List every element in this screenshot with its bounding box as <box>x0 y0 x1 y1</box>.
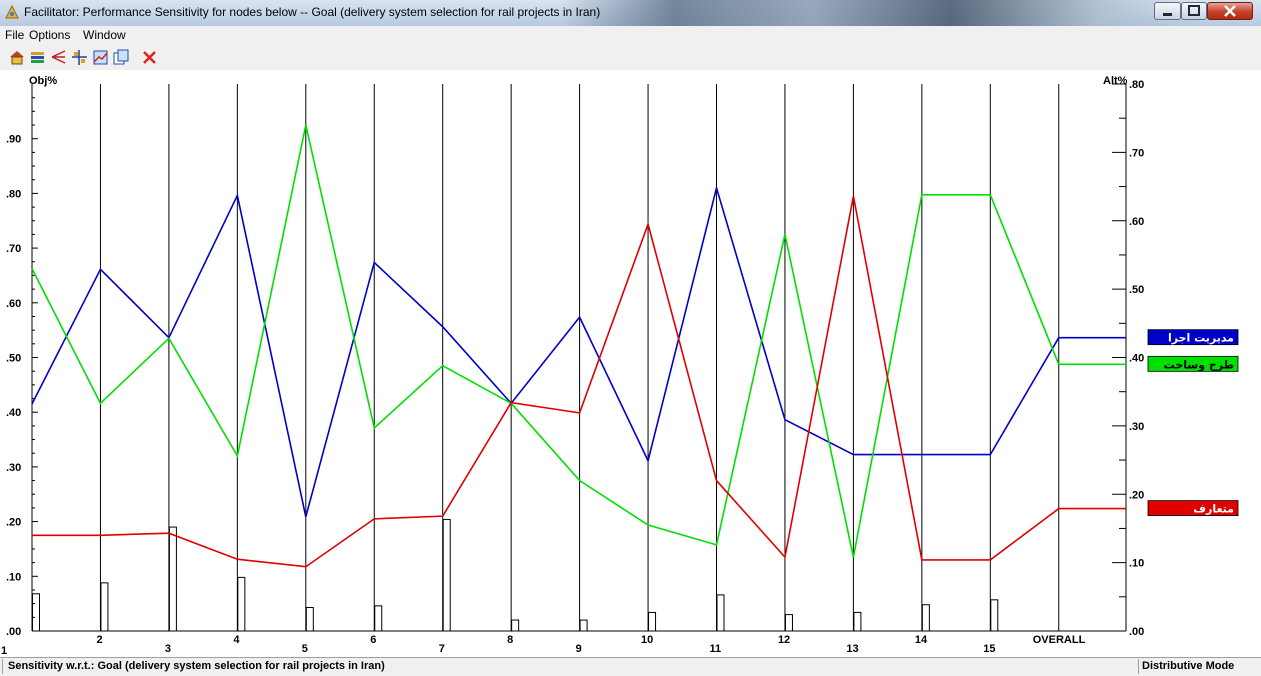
close-icon[interactable] <box>141 49 158 66</box>
right-tick-label: .60 <box>1129 216 1144 228</box>
objective-weight-bar-14 <box>921 604 930 632</box>
series-line-2 <box>31 124 1060 558</box>
x-tick-label-15: 15 <box>983 643 995 655</box>
legend-label-1: مدیریت اجرا <box>1168 332 1234 345</box>
left-tick-label: .50 <box>6 353 21 365</box>
right-tick-label: .30 <box>1129 421 1144 433</box>
perspective-icon[interactable] <box>71 49 88 66</box>
objective-weight-bar-1 <box>32 593 40 632</box>
x-tick-label-5: 5 <box>302 643 308 655</box>
right-tick-label: .40 <box>1129 353 1144 365</box>
left-tick-label: .70 <box>6 243 21 255</box>
x-tick-label-13: 13 <box>846 643 858 655</box>
right-tick-label: .80 <box>1129 79 1144 91</box>
left-tick-label: .00 <box>6 626 21 638</box>
maximize-button[interactable] <box>1181 2 1207 20</box>
x-tick-label-6: 6 <box>370 634 376 646</box>
x-tick-label-3: 3 <box>165 643 171 655</box>
status-separator <box>1138 659 1139 674</box>
copy-icon[interactable] <box>113 49 130 66</box>
right-tick-label: .20 <box>1129 489 1144 501</box>
toolbar <box>0 46 1261 71</box>
app-icon <box>5 5 19 19</box>
close-icon <box>1224 5 1236 17</box>
objective-weight-bar-4 <box>237 576 246 632</box>
series-line-3 <box>32 195 1060 568</box>
gradient-icon[interactable] <box>92 49 109 66</box>
x-tick-label-1: 1 <box>1 645 7 657</box>
menu-options[interactable]: Options <box>29 28 71 42</box>
left-tick-label: .30 <box>6 462 21 474</box>
objective-weight-bar-13 <box>853 611 862 632</box>
x-tick-label-8: 8 <box>507 634 513 646</box>
legend-entry-3[interactable]: متعارف <box>1147 500 1239 517</box>
legend-swatch-1 <box>1147 329 1239 346</box>
legend-swatch-3 <box>1147 500 1239 517</box>
right-tick-label: .00 <box>1129 626 1144 638</box>
x-tick-label-7: 7 <box>439 643 445 655</box>
window-title: Facilitator: Performance Sensitivity for… <box>24 5 601 19</box>
objective-weight-bar-15 <box>990 599 999 632</box>
legend-entry-1[interactable]: مدیریت اجرا <box>1147 329 1239 346</box>
x-tick-label-4: 4 <box>233 634 240 646</box>
objective-weight-bar-8 <box>511 619 520 632</box>
status-mode-text: Distributive Mode <box>1142 660 1235 672</box>
minimize-icon <box>1163 13 1172 16</box>
x-tick-label-2: 2 <box>96 634 102 646</box>
legend-entry-2[interactable]: طرح وساخت <box>1147 355 1239 372</box>
menu-window[interactable]: Window <box>83 28 126 42</box>
objective-weight-bar-5 <box>305 606 314 632</box>
objective-weight-bar-3 <box>168 526 177 632</box>
x-tick-label-OVERALL: OVERALL <box>1033 634 1086 646</box>
left-tick-label: .60 <box>6 298 21 310</box>
x-tick-label-14: 14 <box>915 634 928 646</box>
objective-weight-bar-11 <box>716 594 725 632</box>
left-tick-label: .40 <box>6 407 21 419</box>
objective-weight-bar-7 <box>442 518 451 632</box>
title-bar: Facilitator: Performance Sensitivity for… <box>0 0 1261 27</box>
left-tick-label: .10 <box>6 571 21 583</box>
graph-type-icon[interactable] <box>9 49 26 66</box>
left-axis-label: Obj% <box>29 75 57 87</box>
close-window-button[interactable] <box>1207 2 1253 20</box>
left-tick-label: .80 <box>6 188 21 200</box>
x-tick-label-11: 11 <box>710 643 722 655</box>
menu-file[interactable]: File <box>5 28 25 42</box>
sensitivity-chart: Obj% Alt% .00 .10 .20 .30 .40 .50 .60 .70 .80 .90… <box>0 70 1261 657</box>
legend-swatch-2 <box>1147 355 1239 372</box>
maximize-icon <box>1188 5 1200 16</box>
x-tick-label-9: 9 <box>576 643 582 655</box>
objective-weight-bar-12 <box>784 614 793 632</box>
status-sensitivity-text: Sensitivity w.r.t.: Goal (delivery syste… <box>8 660 385 672</box>
left-tick-label: .90 <box>6 134 21 146</box>
menu-bar: File Options Window <box>0 26 1261 46</box>
sort-icon[interactable] <box>29 49 46 66</box>
series-line-1 <box>31 184 1060 518</box>
x-tick-label-10: 10 <box>641 634 653 646</box>
title-bar-background <box>560 0 1190 26</box>
objective-weight-bar-6 <box>374 605 383 632</box>
right-tick-label: .70 <box>1129 147 1144 159</box>
right-tick-label: .10 <box>1129 558 1144 570</box>
left-tick-label: .20 <box>6 517 21 529</box>
minimize-button[interactable] <box>1154 2 1181 20</box>
legend-label-3: متعارف <box>1193 503 1234 516</box>
right-tick-label: .50 <box>1129 284 1144 296</box>
right-axis-label: Alt% <box>1103 75 1128 87</box>
objective-weight-bar-9 <box>579 619 588 632</box>
status-bar: Sensitivity w.r.t.: Goal (delivery syste… <box>0 657 1261 676</box>
x-tick-label-12: 12 <box>778 634 790 646</box>
status-separator <box>2 659 3 674</box>
zoom-icon[interactable] <box>50 49 67 66</box>
objective-weight-bar-2 <box>100 582 109 632</box>
objective-weight-bar-10 <box>648 611 657 632</box>
legend-label-2: طرح وساخت <box>1164 358 1234 371</box>
